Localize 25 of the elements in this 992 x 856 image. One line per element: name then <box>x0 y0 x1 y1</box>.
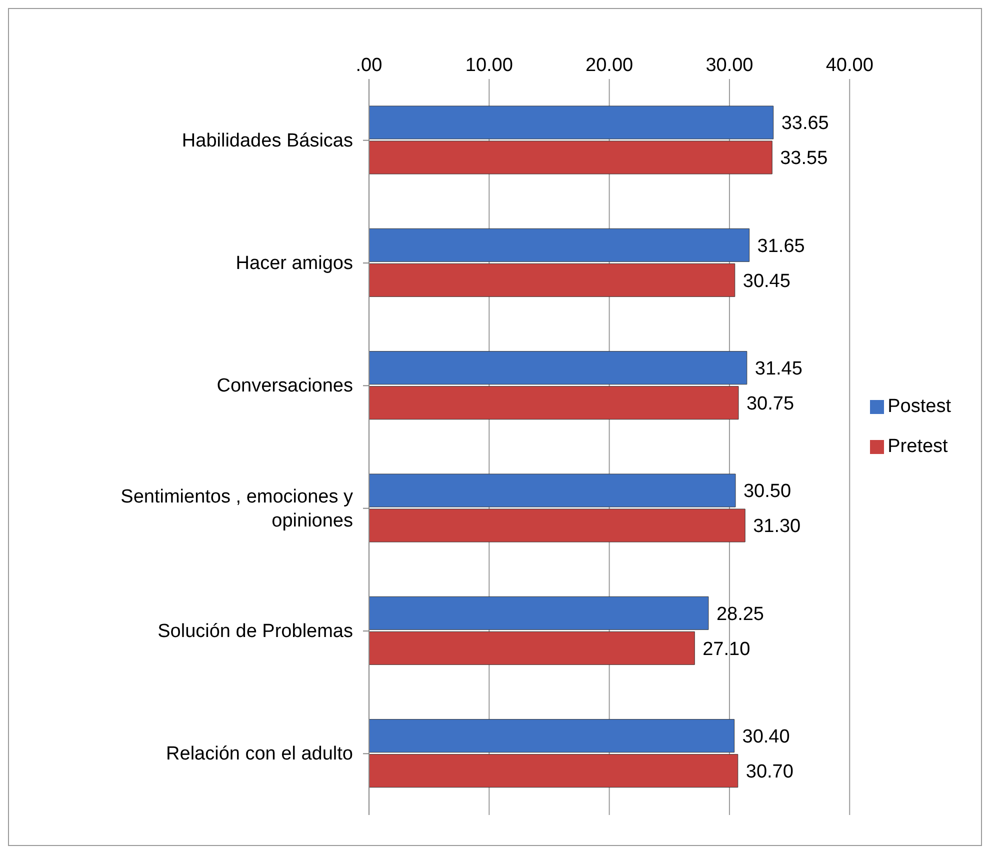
data-label: 27.10 <box>702 638 750 660</box>
data-label: 33.65 <box>781 113 829 134</box>
data-label: 31.30 <box>753 516 801 538</box>
data-label: 30.45 <box>742 270 790 292</box>
data-label: 28.25 <box>716 604 764 625</box>
data-label: 30.40 <box>742 726 790 748</box>
y-tick-label: Conversaciones <box>216 375 353 396</box>
y-tick-label: Habilidades Básicas <box>182 130 353 151</box>
data-label: 31.45 <box>754 358 802 380</box>
y-tick-label: Hacer amigos <box>236 252 353 274</box>
legend-label: Postest <box>888 396 951 417</box>
x-tick-label: 40.00 <box>826 55 874 76</box>
y-tick-label: Sentimientos , emociones y opiniones <box>120 486 354 531</box>
x-tick-label: 30.00 <box>706 55 754 76</box>
data-label: 30.50 <box>743 481 792 502</box>
data-label: 31.65 <box>757 236 805 257</box>
x-tick-label: 10.00 <box>465 55 513 76</box>
x-tick-label: 20.00 <box>586 55 634 76</box>
y-tick-label: Solución de Problemas <box>158 620 353 642</box>
legend-label: Pretest <box>888 436 948 457</box>
data-label: 33.55 <box>780 148 828 170</box>
data-label: 30.75 <box>746 394 794 415</box>
x-tick-label: .00 <box>356 55 382 76</box>
y-tick-label: Relación con el adulto <box>166 743 353 764</box>
data-label: 30.70 <box>746 762 794 783</box>
